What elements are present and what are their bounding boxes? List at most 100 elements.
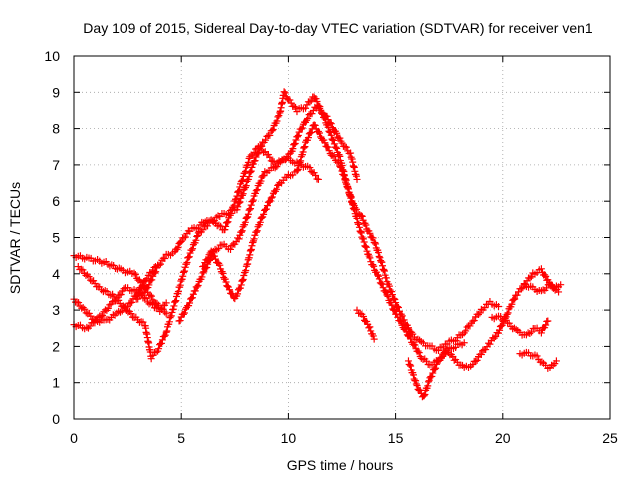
y-axis-title: SDTVAR / TECUs	[7, 182, 23, 294]
data-point	[362, 243, 370, 251]
data-point	[409, 371, 417, 379]
y-tick-label: 6	[52, 193, 60, 209]
data-point	[270, 158, 278, 166]
data-point	[247, 205, 255, 213]
data-point	[429, 369, 437, 377]
series-track-11	[516, 348, 560, 372]
data-point	[253, 186, 261, 194]
data-point	[171, 298, 179, 306]
data-point	[370, 335, 378, 343]
data-point	[263, 202, 271, 210]
data-point	[413, 381, 421, 389]
data-point	[533, 352, 541, 360]
data-point	[235, 199, 243, 207]
data-point	[524, 329, 532, 337]
data-point	[293, 167, 301, 175]
data-point	[178, 275, 186, 283]
data-point	[495, 326, 503, 334]
data-point	[342, 178, 350, 186]
data-point	[308, 110, 316, 118]
data-point	[227, 245, 235, 253]
data-point	[207, 247, 215, 255]
data-point	[528, 328, 536, 336]
data-point	[152, 348, 160, 356]
data-point	[235, 187, 243, 195]
series-track-5	[132, 143, 322, 303]
data-point	[188, 246, 196, 254]
data-point	[145, 281, 153, 289]
data-point	[335, 151, 343, 159]
data-point	[174, 287, 182, 295]
data-point	[330, 152, 338, 160]
data-point	[410, 375, 418, 383]
data-point	[357, 229, 365, 237]
data-point	[362, 243, 370, 251]
data-point	[327, 120, 335, 128]
data-point	[327, 131, 335, 139]
data-point	[251, 231, 259, 239]
data-point	[472, 357, 480, 365]
x-axis-title: GPS time / hours	[287, 457, 394, 473]
data-point	[297, 125, 305, 133]
data-point	[341, 143, 349, 151]
data-point	[296, 158, 304, 166]
data-point	[495, 302, 503, 310]
data-point	[122, 307, 130, 315]
data-point	[369, 261, 377, 269]
data-point	[439, 352, 447, 360]
data-point	[234, 290, 242, 298]
data-point	[181, 233, 189, 241]
data-point	[223, 282, 231, 290]
data-point	[543, 284, 551, 292]
data-point	[416, 336, 424, 344]
data-point	[245, 206, 253, 214]
data-point	[383, 291, 391, 299]
data-point	[549, 283, 557, 291]
data-point	[193, 283, 201, 291]
data-point	[289, 145, 297, 153]
data-point	[311, 121, 319, 129]
data-point	[281, 156, 289, 164]
data-point	[238, 277, 246, 285]
data-point	[339, 171, 347, 179]
data-point	[265, 198, 273, 206]
data-point	[249, 197, 257, 205]
data-point	[361, 219, 369, 227]
data-point	[146, 291, 154, 299]
data-point	[503, 310, 511, 318]
data-point	[344, 185, 352, 193]
data-point	[174, 243, 182, 251]
data-point	[292, 136, 300, 144]
data-point	[353, 214, 361, 222]
data-point	[411, 341, 419, 349]
data-point	[177, 237, 185, 245]
data-point	[369, 234, 377, 242]
data-point	[204, 255, 212, 263]
series-track-10	[488, 312, 552, 339]
data-point	[210, 252, 218, 260]
data-point	[424, 382, 432, 390]
data-point	[194, 282, 202, 290]
data-point	[99, 311, 107, 319]
data-point	[378, 258, 386, 266]
data-point	[236, 231, 244, 239]
data-point	[360, 238, 368, 246]
data-point	[233, 192, 241, 200]
data-point	[91, 279, 99, 287]
data-point	[306, 98, 314, 106]
data-point	[266, 153, 274, 161]
data-point	[406, 361, 414, 369]
data-point	[83, 323, 91, 331]
data-point	[221, 226, 229, 234]
data-point	[213, 246, 221, 254]
data-point	[234, 188, 242, 196]
data-point	[201, 218, 209, 226]
y-tick-label: 3	[52, 302, 60, 318]
data-point	[475, 311, 483, 319]
data-point	[552, 357, 560, 365]
data-point	[162, 310, 170, 318]
data-point	[244, 210, 252, 218]
data-point	[391, 306, 399, 314]
data-point	[176, 238, 184, 246]
data-point	[101, 287, 109, 295]
